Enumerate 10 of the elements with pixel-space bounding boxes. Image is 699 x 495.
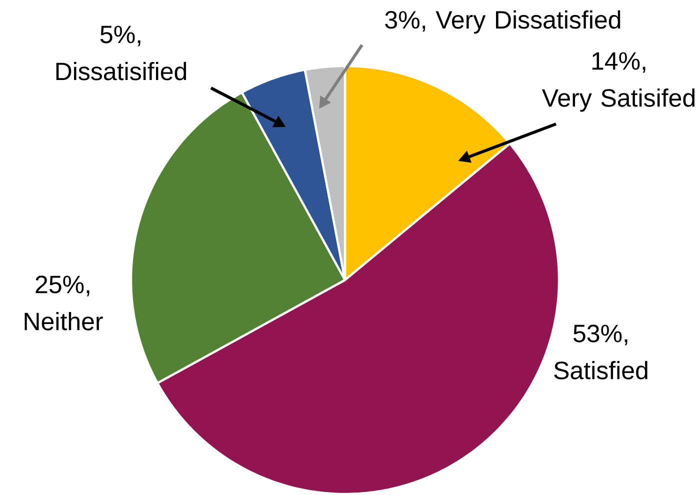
data-label: 5%, bbox=[100, 26, 140, 46]
data-label: 53%, bbox=[574, 324, 628, 346]
slice-label: Very Dissatisfied bbox=[436, 10, 620, 34]
slice-label: Very Satisifed bbox=[542, 88, 694, 112]
data-label: 14%, bbox=[592, 52, 646, 73]
data-label: 25%, bbox=[36, 276, 90, 296]
data-label: 3%, bbox=[385, 11, 426, 32]
slice-label: Satisfied bbox=[554, 360, 648, 380]
slice-label: Neither bbox=[24, 312, 103, 330]
slice-label: Dissatisified bbox=[56, 62, 186, 80]
